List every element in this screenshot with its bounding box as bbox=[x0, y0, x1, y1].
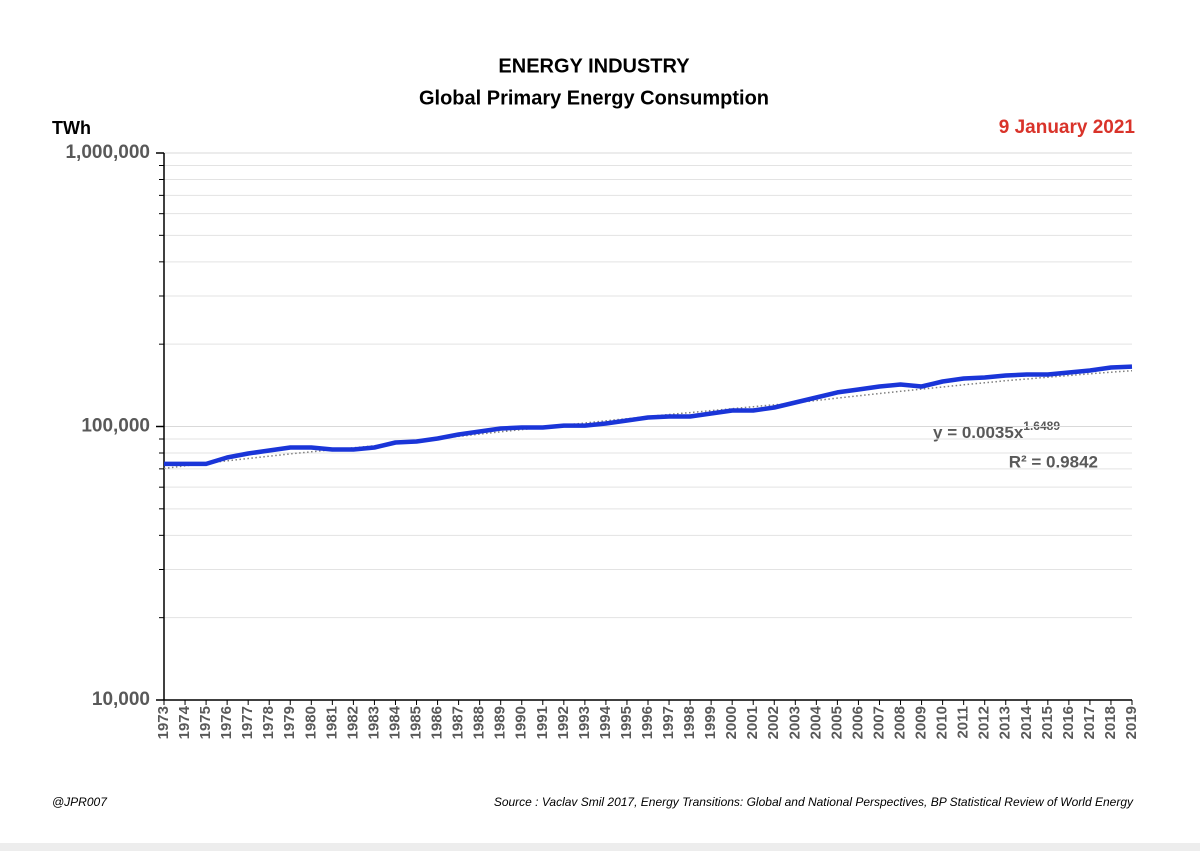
x-tick-label: 2001 bbox=[744, 706, 761, 739]
x-tick-label: 1979 bbox=[281, 706, 298, 739]
date: 9 January 2021 bbox=[999, 117, 1136, 138]
x-tick-label: 1992 bbox=[555, 706, 572, 739]
source: Source : Vaclav Smil 2017, Energy Transi… bbox=[494, 795, 1134, 809]
x-tick-label: 1983 bbox=[365, 706, 382, 739]
x-tick-label: 1975 bbox=[197, 706, 214, 739]
x-tick-label: 2011 bbox=[955, 706, 972, 739]
y-tick-label: 100,000 bbox=[81, 416, 150, 437]
x-tick-label: 2009 bbox=[913, 706, 930, 739]
x-tick-label: 2016 bbox=[1060, 706, 1077, 739]
x-tick-label: 2004 bbox=[807, 705, 824, 739]
x-tick-label: 1985 bbox=[407, 706, 424, 739]
x-tick-label: 1977 bbox=[239, 706, 256, 739]
x-tick-label: 1989 bbox=[492, 706, 509, 739]
x-tick-label: 2018 bbox=[1102, 706, 1119, 739]
x-tick-label: 1982 bbox=[344, 706, 361, 739]
x-tick-label: 1980 bbox=[302, 706, 319, 739]
equation: y = 0.0035x bbox=[933, 423, 1024, 442]
x-tick-label: 1994 bbox=[597, 705, 614, 739]
x-tick-label: 2000 bbox=[723, 706, 740, 739]
x-tick-label: 2006 bbox=[849, 706, 866, 739]
x-tick-label: 1996 bbox=[639, 706, 656, 739]
data-line bbox=[164, 364, 1133, 467]
x-tick-label: 1978 bbox=[260, 706, 277, 739]
x-tick-label: 2008 bbox=[891, 706, 908, 739]
x-tick-label: 1998 bbox=[681, 706, 698, 739]
x-tick-label: 2014 bbox=[1018, 705, 1035, 739]
x-tick-label: 1995 bbox=[618, 706, 635, 739]
y-axis-label: TWh bbox=[52, 118, 91, 138]
chart-title: ENERGY INDUSTRY bbox=[498, 55, 690, 77]
x-tick-label: 2012 bbox=[976, 706, 993, 739]
x-tick-label: 1993 bbox=[576, 706, 593, 739]
x-tick-label: 1987 bbox=[450, 706, 467, 739]
x-tick-label: 2013 bbox=[997, 706, 1014, 739]
x-tick-label: 1984 bbox=[386, 705, 403, 739]
credit: @JPR007 bbox=[52, 795, 108, 809]
x-tick-label: 2005 bbox=[828, 706, 845, 739]
x-tick-label: 1991 bbox=[534, 706, 551, 739]
x-tick-label: 1973 bbox=[155, 706, 172, 739]
x-tick-label: 1997 bbox=[660, 706, 677, 739]
bottom-band bbox=[0, 843, 1200, 851]
r-squared: R² = 0.9842 bbox=[1009, 452, 1098, 471]
x-tick-label: 1990 bbox=[513, 706, 530, 739]
x-tick-label: 1974 bbox=[176, 705, 193, 739]
y-tick-label: 10,000 bbox=[92, 689, 150, 710]
x-tick-label: 2003 bbox=[786, 706, 803, 739]
x-tick-label: 2010 bbox=[934, 706, 951, 739]
x-tick-label: 2007 bbox=[870, 706, 887, 739]
x-tick-label: 1988 bbox=[471, 706, 488, 739]
x-tick-label: 1986 bbox=[429, 706, 446, 739]
x-tick-label: 1981 bbox=[323, 706, 340, 739]
x-tick-label: 2002 bbox=[765, 706, 782, 739]
x-tick-label: 2017 bbox=[1081, 706, 1098, 739]
x-tick-label: 2019 bbox=[1123, 706, 1140, 739]
x-tick-label: 1999 bbox=[702, 706, 719, 739]
y-tick-label: 1,000,000 bbox=[65, 142, 150, 163]
x-tick-label: 2015 bbox=[1039, 706, 1056, 739]
chart-subtitle: Global Primary Energy Consumption bbox=[419, 87, 769, 109]
x-tick-label: 1976 bbox=[218, 706, 235, 739]
